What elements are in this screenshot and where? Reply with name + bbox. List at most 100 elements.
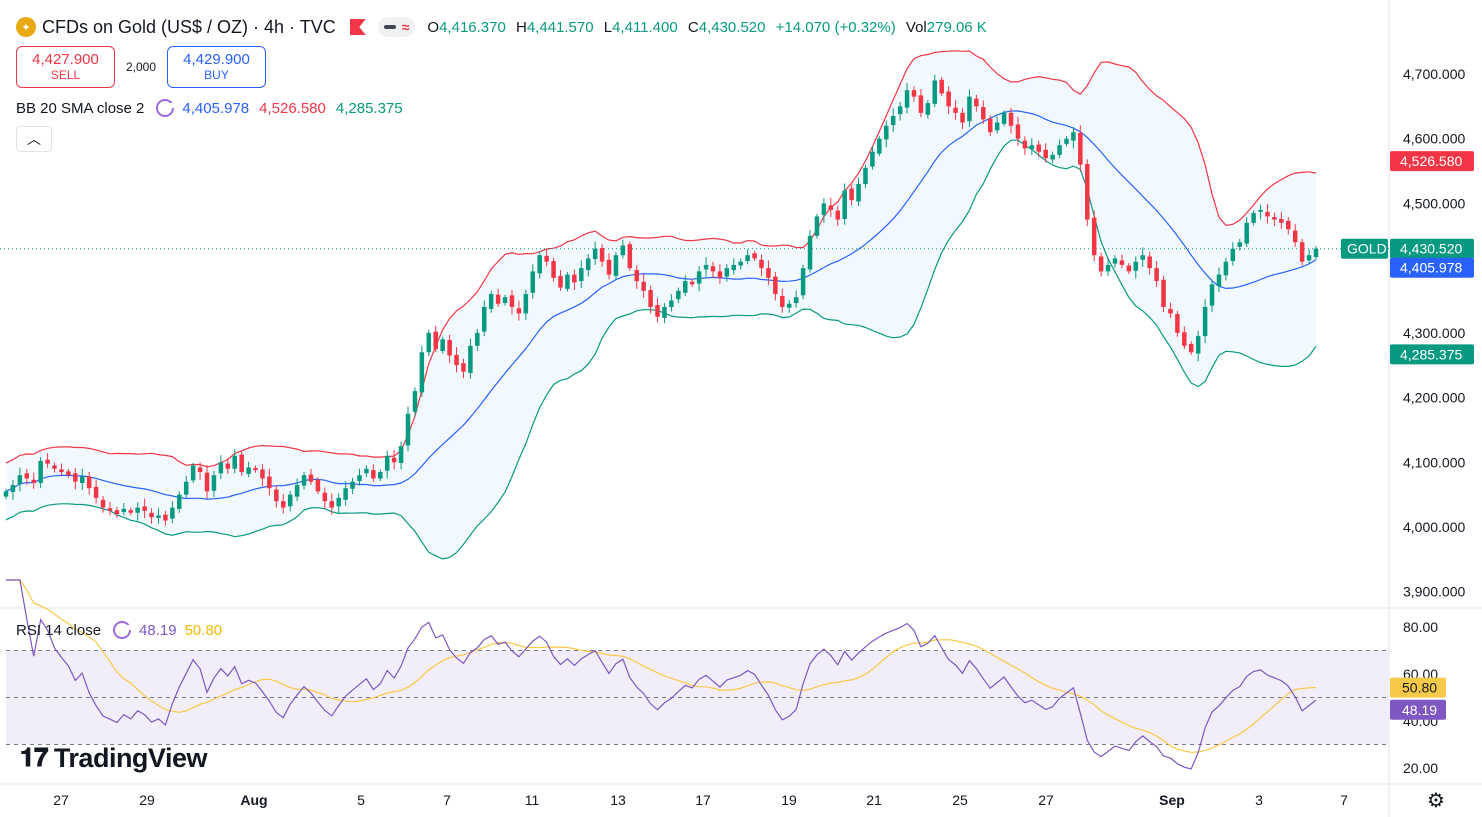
candle-body bbox=[558, 275, 563, 288]
rsi-line bbox=[6, 579, 1317, 770]
candle-body bbox=[253, 468, 258, 471]
candle-body bbox=[170, 507, 175, 519]
candle-body bbox=[696, 271, 702, 284]
candle-body bbox=[634, 270, 639, 282]
candle-body bbox=[1091, 217, 1097, 256]
time-tick-label: Sep bbox=[1159, 792, 1185, 808]
candle-body bbox=[287, 494, 293, 507]
dash-icon bbox=[383, 25, 396, 29]
candle-body bbox=[502, 297, 508, 304]
candle-body bbox=[190, 465, 196, 481]
candle-body bbox=[641, 281, 646, 291]
candle-body bbox=[786, 303, 792, 308]
buy-button[interactable]: 4,429.900 BUY bbox=[167, 46, 266, 88]
quantity-value[interactable]: 2,000 bbox=[125, 60, 157, 74]
candle-body bbox=[59, 469, 64, 472]
rsi-ma-tag: 50.80 bbox=[1402, 680, 1437, 696]
candle-body bbox=[766, 268, 771, 278]
candle-body bbox=[606, 259, 612, 275]
candle-body bbox=[398, 446, 404, 463]
candle-body bbox=[156, 515, 161, 518]
candle-body bbox=[1078, 132, 1083, 165]
bb-upper-value: 4,526.580 bbox=[259, 99, 326, 117]
rsi-tag: 48.19 bbox=[1402, 702, 1437, 718]
candle-body bbox=[1306, 255, 1312, 261]
candle-body bbox=[177, 494, 182, 509]
cycle-icon[interactable] bbox=[113, 621, 133, 639]
candle-body bbox=[350, 481, 355, 489]
candle-body bbox=[648, 290, 653, 307]
candle-body bbox=[308, 474, 314, 482]
lower-price-tag-bg bbox=[1390, 344, 1474, 365]
candle-body bbox=[807, 235, 813, 270]
data-source-pill[interactable]: ≈ bbox=[377, 17, 416, 37]
candle-body bbox=[267, 476, 272, 489]
lower-price-tag: 4,285.375 bbox=[1400, 346, 1462, 362]
candle-body bbox=[877, 138, 882, 154]
symbol-title[interactable]: CFDs on Gold (US$ / OZ) · 4h · TVC bbox=[42, 16, 336, 37]
candle-body bbox=[232, 455, 237, 469]
candle-body bbox=[1168, 308, 1173, 314]
candle-body bbox=[710, 266, 716, 272]
candle-body bbox=[142, 506, 147, 511]
candle-body bbox=[100, 499, 106, 508]
candle-body bbox=[585, 258, 591, 271]
candle-body bbox=[676, 290, 681, 300]
candle-body bbox=[974, 98, 979, 107]
candle-body bbox=[461, 363, 466, 372]
candle-body bbox=[128, 510, 134, 513]
candle-body bbox=[939, 79, 944, 94]
price-tick-label: 4,300.000 bbox=[1403, 325, 1465, 341]
candle-body bbox=[1064, 138, 1069, 144]
tradingview-logo[interactable]: 𝟏𝟕 TradingView bbox=[20, 742, 207, 773]
rsi-legend[interactable]: RSI 14 close 48.19 50.80 bbox=[16, 621, 222, 639]
candle-body bbox=[724, 268, 730, 277]
candle-body bbox=[1223, 261, 1229, 276]
candle-body bbox=[960, 112, 965, 123]
candle-body bbox=[1043, 149, 1048, 159]
gold-symbol-icon: ✦ bbox=[16, 17, 36, 37]
candle-body bbox=[1258, 209, 1263, 212]
bb-label: BB 20 SMA close 2 bbox=[16, 99, 145, 117]
candle-body bbox=[856, 184, 861, 202]
candle-body bbox=[537, 255, 542, 274]
candle-body bbox=[613, 255, 619, 276]
candle-body bbox=[482, 306, 487, 332]
price-tick-label: 4,100.000 bbox=[1403, 454, 1465, 470]
candle-body bbox=[1230, 248, 1236, 262]
candle-body bbox=[1286, 220, 1291, 230]
candle-body bbox=[433, 331, 438, 350]
candle-body bbox=[662, 306, 667, 318]
bb-lower-value: 4,285.375 bbox=[335, 99, 403, 117]
candle-body bbox=[1209, 284, 1215, 306]
candle-body bbox=[897, 106, 903, 115]
rsi-tick-label: 80.00 bbox=[1403, 619, 1438, 635]
cycle-icon[interactable] bbox=[156, 99, 176, 117]
collapse-legend-button[interactable]: ︿ bbox=[16, 126, 52, 152]
candle-body bbox=[987, 118, 993, 133]
bb-legend[interactable]: BB 20 SMA close 2 4,405.978 4,526.580 4,… bbox=[16, 99, 403, 117]
candle-body bbox=[274, 489, 279, 502]
candle-body bbox=[447, 339, 452, 356]
candle-body bbox=[45, 459, 50, 464]
candle-body bbox=[572, 274, 577, 283]
gear-icon[interactable]: ⚙ bbox=[1427, 790, 1445, 812]
candle-body bbox=[745, 255, 750, 262]
candle-body bbox=[1216, 274, 1222, 287]
candle-body bbox=[495, 294, 501, 304]
candle-body bbox=[1029, 145, 1035, 150]
time-tick-label: 19 bbox=[781, 792, 797, 808]
price-tick-label: 4,500.000 bbox=[1403, 195, 1465, 211]
candle-body bbox=[135, 507, 140, 513]
candle-body bbox=[1313, 248, 1319, 258]
time-tick-label: Aug bbox=[240, 792, 267, 808]
candle-body bbox=[1195, 336, 1201, 354]
candle-body bbox=[1161, 279, 1166, 307]
candle-body bbox=[592, 248, 598, 260]
open-value: 4,416.370 bbox=[439, 18, 506, 36]
candle-body bbox=[620, 245, 626, 256]
candle-body bbox=[904, 90, 910, 108]
sell-button[interactable]: 4,427.900 SELL bbox=[16, 46, 115, 88]
market-closed-flag-icon[interactable] bbox=[349, 19, 366, 35]
